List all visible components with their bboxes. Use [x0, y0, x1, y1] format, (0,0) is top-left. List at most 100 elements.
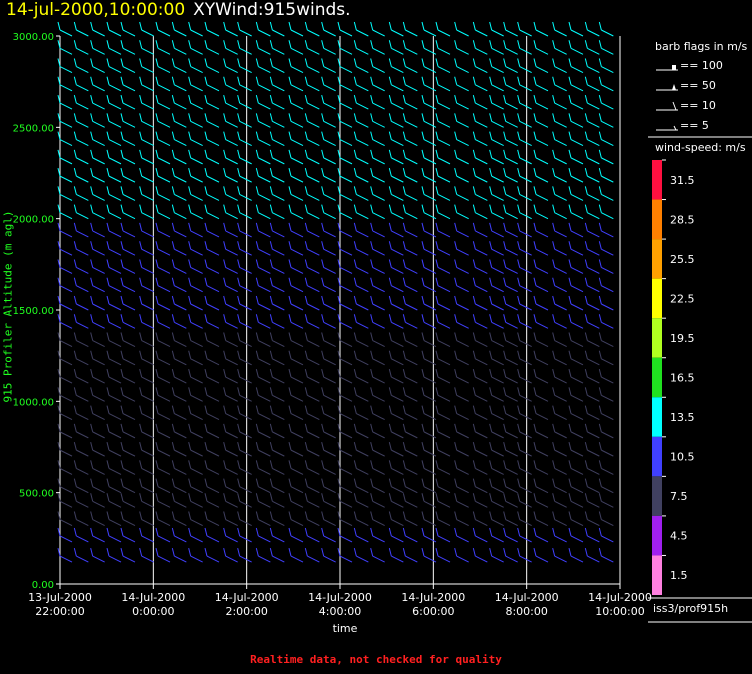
wind-barb-4-25: [122, 102, 136, 110]
wind-barb-3-27: [108, 66, 122, 73]
wind-barb-2-26: [92, 84, 105, 92]
wind-barb-flag-14-24: [288, 113, 292, 122]
wind-barb-13-11: [272, 358, 285, 366]
wind-barb-27-11: [505, 358, 518, 366]
wind-barb-9-7: [206, 431, 220, 439]
wind-barb-flag-23-13: [435, 314, 439, 323]
wind-barb-3-24: [108, 120, 122, 128]
wind-barb-flag-15-21: [304, 168, 308, 177]
wind-barb-13-12: [272, 340, 285, 347]
wind-barb-flag-20-19: [388, 204, 392, 213]
wind-barb-flag-22-27: [421, 58, 425, 67]
wind-barb-flag-19-12: [370, 332, 374, 341]
wind-barb-flag-2-23: [90, 131, 94, 140]
wind-barb-flag-12-5: [255, 460, 259, 469]
wind-barb-flag-15-28: [304, 40, 308, 49]
wind-barb-11-3: [239, 500, 252, 508]
wind-barb-19-29: [372, 29, 385, 37]
wind-barb-flag-2-1: [90, 527, 94, 537]
wind-barb-17-25: [339, 102, 353, 110]
wind-barb-24-12: [456, 340, 469, 347]
wind-barb-24-18: [456, 230, 469, 238]
wind-barb-7-2: [174, 519, 187, 526]
wind-barb-flag-9-6: [204, 442, 208, 451]
wind-barb-flag-18-4: [353, 478, 357, 487]
x-tick-date-1: 14-Jul-2000: [121, 591, 185, 604]
wind-barb-9-17: [206, 248, 220, 256]
wind-barb-flag-21-21: [402, 168, 406, 177]
wind-barb-24-6: [456, 449, 469, 457]
wind-barb-23-5: [437, 467, 451, 475]
wind-barb-flag-14-6: [288, 442, 292, 451]
wind-barb-flag-28-21: [517, 168, 521, 177]
wind-barb-32-17: [587, 248, 600, 256]
wind-barb-32-20: [587, 193, 600, 201]
wind-barb-25-11: [475, 358, 488, 366]
wind-barb-flag-25-12: [472, 332, 476, 341]
wind-barb-8-18: [190, 230, 203, 238]
wind-barb-8-11: [190, 358, 203, 366]
wind-barb-flag-27-1: [503, 527, 507, 537]
wind-barb-flag-26-1: [489, 527, 493, 537]
wind-barb-flag-11-22: [237, 149, 241, 158]
wind-barb-flag-13-15: [269, 277, 273, 286]
wind-barb-30-16: [554, 267, 567, 274]
wind-barb-flag-29-17: [533, 241, 537, 250]
wind-barb-7-15: [174, 285, 187, 293]
wind-barb-11-7: [239, 431, 252, 439]
x-tick-time-6: 10:00:00: [595, 605, 644, 618]
wind-barb-flag-22-28: [421, 40, 425, 49]
wind-barb-flag-2-16: [90, 259, 94, 268]
wind-barb-flag-31-18: [568, 222, 572, 232]
wind-barb-flag-21-22: [402, 149, 406, 158]
wind-barb-6-26: [157, 84, 171, 92]
wind-barb-9-2: [206, 519, 220, 526]
wind-barb-5-16: [141, 267, 154, 274]
wind-barb-flag-29-13: [533, 314, 537, 323]
wind-barb-flag-0-27: [57, 58, 61, 67]
wind-barb-flag-31-15: [568, 277, 572, 286]
wind-barb-flag-5-17: [139, 241, 143, 250]
wind-barb-24-14: [456, 303, 469, 311]
wind-barb-29-17: [535, 248, 549, 256]
wind-barb-flag-15-13: [304, 314, 308, 323]
wind-barb-11-20: [239, 193, 252, 201]
wind-barb-20-27: [391, 66, 404, 73]
wind-barb-27-4: [505, 486, 518, 494]
wind-barb-5-19: [141, 212, 154, 220]
wind-barb-flag-17-3: [337, 493, 341, 502]
wind-barb-flag-31-22: [568, 149, 572, 158]
wind-barb-33-21: [601, 175, 614, 183]
wind-barb-22-22: [423, 157, 437, 165]
wind-barb-9-5: [206, 467, 220, 475]
wind-barb-flag-16-15: [321, 277, 325, 286]
wind-barb-flag-33-17: [598, 241, 602, 250]
wind-barb-flag-17-24: [337, 113, 341, 122]
wind-barb-12-14: [258, 303, 271, 311]
wind-barb-flag-31-27: [568, 58, 572, 67]
wind-barb-21-16: [405, 267, 418, 274]
wind-barb-flag-11-26: [237, 76, 241, 85]
wind-barb-flag-21-5: [402, 460, 406, 469]
wind-barb-10-19: [225, 212, 238, 220]
wind-barb-16-19: [323, 212, 336, 220]
wind-barb-9-8: [206, 413, 220, 421]
wind-barb-flag-29-12: [533, 332, 537, 341]
wind-barb-8-10: [190, 376, 203, 384]
wind-barb-flag-10-12: [223, 332, 227, 341]
wind-barb-flag-15-16: [304, 259, 308, 268]
wind-barb-28-26: [519, 84, 532, 92]
wind-barb-flag-1-2: [73, 511, 77, 520]
wind-barb-7-16: [174, 267, 187, 274]
wind-barb-12-22: [258, 157, 271, 165]
wind-barb-flag-9-8: [204, 405, 208, 414]
wind-barb-31-26: [570, 84, 584, 92]
wind-barb-flag-10-26: [223, 76, 227, 85]
wind-barb-8-29: [190, 29, 203, 37]
wind-barb-flag-7-13: [171, 314, 175, 323]
wind-barb-flag-7-25: [171, 94, 175, 104]
wind-barb-31-2: [570, 519, 584, 526]
wind-barb-flag-22-19: [421, 204, 425, 213]
wind-barb-flag-19-11: [370, 350, 374, 359]
wind-barb-flag-9-14: [204, 295, 208, 305]
